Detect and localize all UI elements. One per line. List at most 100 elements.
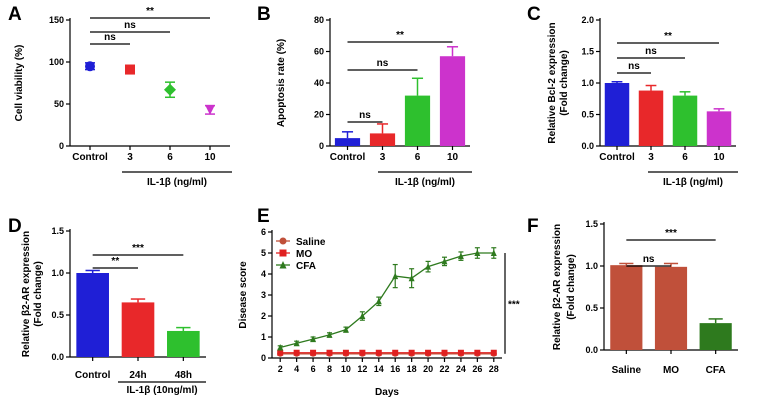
data-point <box>277 349 284 356</box>
significance-label: ** <box>146 6 154 17</box>
panel-B: B 0 20 40 60 80 Apoptosis rate (%) Control 3 6 10 n… <box>257 4 472 188</box>
y-tick-label: 1.5 <box>51 226 64 236</box>
y-tick-label: 5 <box>261 248 266 258</box>
bar <box>672 95 698 146</box>
data-point <box>326 349 333 356</box>
data-point <box>474 249 481 256</box>
x-category-label: 10 <box>447 152 459 163</box>
data-point <box>408 349 415 356</box>
data-point <box>375 297 382 305</box>
data-point <box>342 349 349 356</box>
y-tick-label: 6 <box>261 227 266 237</box>
bar <box>604 83 630 146</box>
y-tick-label: 40 <box>314 78 324 88</box>
x-tick-label: 8 <box>327 364 332 374</box>
significance-label: ns <box>645 46 657 57</box>
y-tick-label: 0.5 <box>581 110 594 120</box>
significance-label: ns <box>377 58 389 69</box>
y-tick-label: 80 <box>314 15 324 25</box>
data-point <box>359 312 366 319</box>
data-point <box>490 349 497 356</box>
bar <box>610 265 643 350</box>
y-tick-label: 0.0 <box>585 345 598 355</box>
panel-label: F <box>527 216 539 237</box>
bar <box>334 138 361 146</box>
y-tick-label: 20 <box>314 110 324 120</box>
y-tick-label: 0 <box>319 141 324 151</box>
data-point <box>326 331 333 338</box>
x-tick-label: 22 <box>439 364 449 374</box>
y-axis-label: Relative Bcl-2 expression <box>547 22 558 143</box>
legend-marker <box>279 237 287 245</box>
significance-label: ** <box>396 30 404 41</box>
x-tick-label: 28 <box>489 364 499 374</box>
panel-label: A <box>8 4 22 25</box>
significance-label: ** <box>664 31 672 42</box>
bar <box>439 56 466 146</box>
data-point <box>457 252 464 260</box>
data-point <box>457 349 464 356</box>
y-axis-label: Apoptosis rate (%) <box>276 39 287 127</box>
legend-label: MO <box>296 249 312 260</box>
x-category-label: Control <box>330 152 366 163</box>
x-tick-label: 12 <box>357 364 367 374</box>
y-axis-label: Cell viability (%) <box>14 45 25 122</box>
x-axis-label: Days <box>375 387 399 398</box>
significance-label: ns <box>104 32 116 43</box>
x-category-label: Saline <box>612 365 642 376</box>
data-point <box>310 335 317 343</box>
y-axis-label: Relative β2-AR expression <box>21 231 32 357</box>
bar <box>121 302 155 357</box>
data-point <box>293 339 300 347</box>
data-point <box>293 349 300 356</box>
x-axis-label: IL-1β (ng/ml) <box>663 177 723 188</box>
bar <box>167 330 200 357</box>
data-point <box>474 349 481 356</box>
legend-marker <box>279 261 287 269</box>
y-tick-label: 150 <box>49 15 64 25</box>
x-tick-label: 14 <box>374 364 384 374</box>
significance-label: ns <box>628 61 640 72</box>
data-point <box>310 349 317 356</box>
data-point <box>277 344 284 351</box>
x-category-label: Control <box>599 152 635 163</box>
y-axis-label: Disease score <box>238 261 249 329</box>
significance-label: *** <box>508 299 520 310</box>
data-point <box>408 274 415 282</box>
panel-D: D 0.0 0.5 1.0 1.5 Relative β2-AR expression (F… <box>8 216 206 396</box>
y-tick-label: 0.0 <box>581 141 594 151</box>
data-point <box>425 263 432 270</box>
x-axis-label: IL-1β (10ng/ml) <box>126 385 197 396</box>
data-point <box>164 83 176 96</box>
y-tick-label: 1.0 <box>581 78 594 88</box>
x-category-label: 24h <box>129 370 146 381</box>
legend-label: CFA <box>296 261 316 272</box>
x-category-label: 3 <box>127 152 133 163</box>
y-tick-label: 0 <box>261 353 266 363</box>
y-tick-label: 2 <box>261 311 266 321</box>
x-category-label: 3 <box>648 152 654 163</box>
y-tick-label: 4 <box>261 269 266 279</box>
bar <box>76 273 109 357</box>
panel-C: C 0.0 0.5 1.0 1.5 2.0 Relative Bcl-2 expressio… <box>527 4 738 188</box>
x-tick-label: 26 <box>472 364 482 374</box>
y-tick-label: 0.5 <box>585 303 598 313</box>
y-tick-label: 3 <box>261 290 266 300</box>
x-category-label: 10 <box>204 152 216 163</box>
x-tick-label: 2 <box>278 364 283 374</box>
data-point <box>125 64 135 75</box>
data-point <box>441 257 448 265</box>
data-point <box>441 349 448 356</box>
data-point <box>392 272 399 280</box>
panel-label: E <box>257 206 270 227</box>
y-tick-label: 2.0 <box>581 15 594 25</box>
x-axis-label: IL-1β (ng/ml) <box>395 177 455 188</box>
x-category-label: 3 <box>380 152 386 163</box>
y-tick-label: 1.0 <box>585 261 598 271</box>
data-point <box>85 61 95 72</box>
significance-label: *** <box>665 228 677 239</box>
y-tick-label: 0 <box>59 141 64 151</box>
panel-label: D <box>8 216 22 237</box>
